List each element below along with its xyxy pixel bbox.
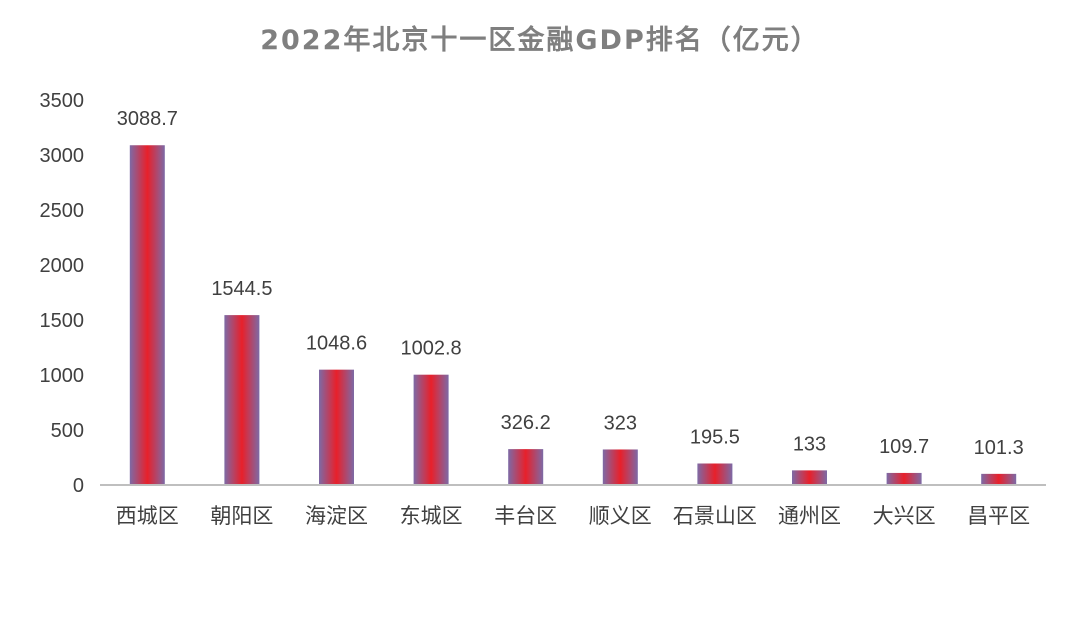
x-category-label: 海淀区 <box>305 504 368 528</box>
x-category-label: 顺义区 <box>589 504 652 528</box>
y-tick-label: 1000 <box>40 365 85 387</box>
x-category-label: 大兴区 <box>873 504 936 528</box>
bar <box>792 470 827 485</box>
bar-value-label: 326.2 <box>501 412 551 434</box>
y-tick-label: 2000 <box>40 255 85 277</box>
bar <box>602 449 638 485</box>
bar-value-label: 1544.5 <box>211 278 272 300</box>
bar <box>413 374 449 485</box>
bar <box>224 315 260 485</box>
data-labels: 3088.7 1544.5 1048.6 1002.8 326.2 323 195.5 133… <box>117 108 1024 459</box>
bar-value-label: 133 <box>793 433 826 455</box>
x-category-label: 昌平区 <box>967 504 1030 528</box>
bar-value-label: 1002.8 <box>401 338 462 360</box>
bar-value-label: 101.3 <box>974 437 1024 459</box>
bar-value-label: 1048.6 <box>306 333 367 355</box>
x-category-label: 西城区 <box>116 504 179 528</box>
bar-value-label: 195.5 <box>690 426 740 448</box>
chart-title: 2022年北京十一区金融GDP排名（亿元） <box>260 25 820 56</box>
x-category-label: 丰台区 <box>494 504 557 528</box>
bar <box>886 472 922 485</box>
y-tick-label: 500 <box>51 420 84 442</box>
x-category-label: 石景山区 <box>673 504 757 528</box>
x-category-label: 朝阳区 <box>210 504 273 528</box>
y-tick-label: 2500 <box>40 200 85 222</box>
bar-value-label: 323 <box>604 412 637 434</box>
y-tick-label: 1500 <box>40 310 85 332</box>
bar-value-label: 109.7 <box>879 436 929 458</box>
y-tick-label: 3500 <box>40 90 85 112</box>
y-tick-label: 3000 <box>40 145 85 167</box>
y-axis-tick-labels: 0 500 1000 1500 2000 2500 3000 3500 <box>40 90 85 497</box>
bar-value-label: 3088.7 <box>117 108 178 130</box>
bar <box>981 473 1017 485</box>
bar-series <box>129 145 1017 486</box>
x-axis-category-labels: 西城区 朝阳区 海淀区 东城区 丰台区 顺义区 石景山区 通州区 大兴区 昌平区 <box>116 504 1030 528</box>
bar <box>319 369 354 485</box>
bar <box>129 145 165 486</box>
x-category-label: 通州区 <box>778 504 841 528</box>
bar <box>508 449 544 485</box>
bar <box>697 463 733 485</box>
y-tick-label: 0 <box>73 475 84 497</box>
x-category-label: 东城区 <box>400 504 463 528</box>
